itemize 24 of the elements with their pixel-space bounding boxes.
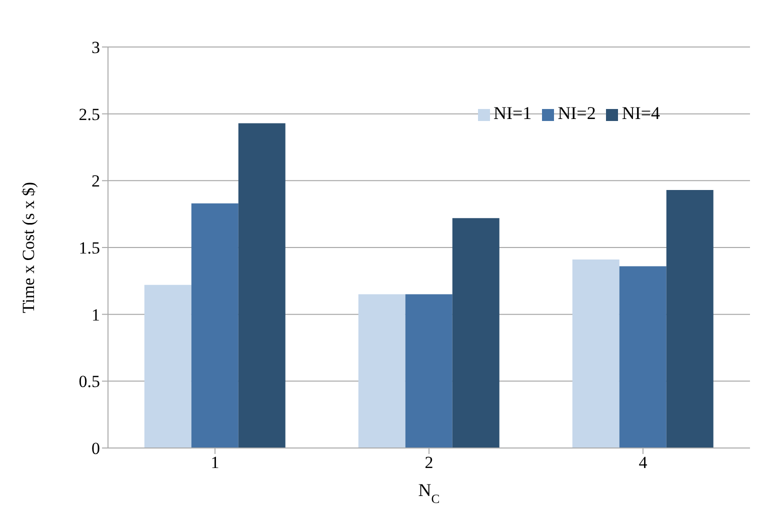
legend-label: NI=1 (494, 103, 532, 123)
bar (619, 266, 666, 448)
bar (358, 294, 406, 448)
y-tick-label: 1.5 (78, 238, 100, 258)
bar (666, 190, 714, 448)
bar (452, 218, 500, 448)
bar (572, 260, 620, 448)
x-tick-label: 1 (210, 453, 220, 472)
y-tick-label: 2 (92, 172, 100, 191)
y-tick-label: 3 (92, 38, 100, 58)
y-axis-title: Time x Cost (s x $) (19, 182, 38, 314)
y-tick-label: 0 (92, 439, 100, 458)
legend-label: NI=4 (622, 103, 660, 123)
x-tick-label: 4 (638, 453, 648, 472)
bar (191, 203, 238, 448)
bar (144, 284, 192, 448)
y-tick-label: 1 (92, 305, 100, 324)
bar (405, 294, 452, 448)
x-tick-label: 2 (424, 453, 434, 472)
legend-label: NI=2 (558, 103, 596, 123)
bar (238, 123, 286, 448)
x-axis-title: N$_{C}$ (418, 480, 440, 506)
y-tick-label: 0.5 (78, 372, 100, 392)
y-tick-label: 2.5 (78, 104, 100, 124)
